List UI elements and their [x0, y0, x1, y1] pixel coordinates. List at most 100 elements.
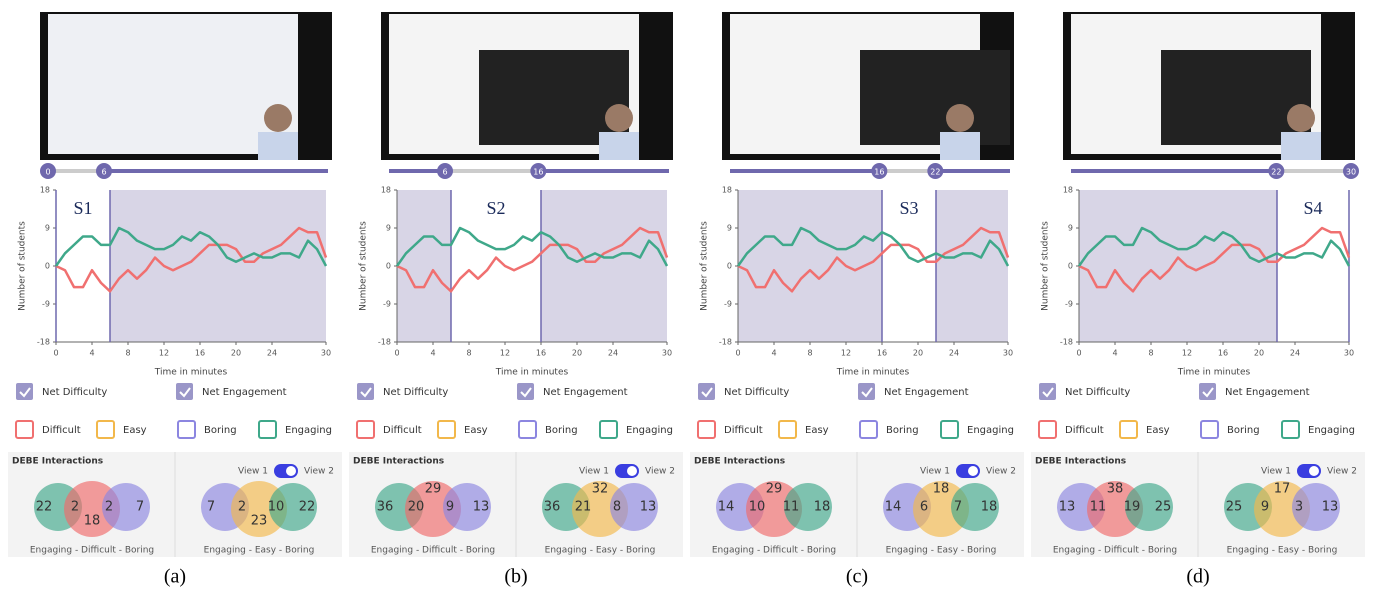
series-line	[54, 226, 328, 267]
y-tick-label: 9	[727, 224, 732, 233]
x-tick-label: 16	[1218, 349, 1228, 358]
venn-circle	[102, 483, 150, 531]
venn-number: 7	[136, 500, 144, 515]
y-axis-label: Number of students	[700, 221, 710, 311]
legend-label: Easy	[464, 425, 488, 436]
presenter-body	[599, 132, 639, 160]
checkbox[interactable]	[1039, 383, 1056, 400]
shade-right	[936, 190, 1008, 342]
venn-number: 14	[885, 500, 902, 515]
x-tick-label: 24	[608, 349, 618, 358]
slider-knob[interactable]	[927, 163, 944, 179]
venn-label: Engaging - Easy - Boring	[204, 546, 315, 556]
legend-swatch	[778, 420, 797, 439]
caption: (d)	[1186, 566, 1209, 588]
legend-label: Difficult	[42, 425, 81, 436]
toggle-label: View 1	[238, 467, 268, 477]
venn-circle	[1292, 483, 1340, 531]
legend-label: Engaging	[285, 425, 332, 436]
legend-label: Engaging	[626, 425, 673, 436]
slider-value: 6	[442, 168, 447, 177]
x-tick-label: 16	[536, 349, 546, 358]
checkbox[interactable]	[698, 383, 715, 400]
legend-swatch	[599, 420, 618, 439]
legend-swatch	[1281, 420, 1300, 439]
x-tick-label: 30	[321, 349, 331, 358]
checkbox[interactable]	[16, 383, 33, 400]
venn-number: 22	[299, 500, 316, 515]
checkbox[interactable]	[357, 383, 374, 400]
slider-knob[interactable]	[1343, 163, 1359, 179]
venn-number: 32	[592, 482, 609, 497]
venn-number: 10	[268, 500, 285, 515]
y-tick-label: -9	[42, 300, 50, 309]
segment-label: S4	[1303, 198, 1322, 218]
venn-number: 13	[1322, 500, 1339, 515]
presenter	[605, 104, 633, 132]
slider-knob[interactable]	[1268, 163, 1285, 179]
slider-knob[interactable]	[40, 163, 56, 179]
venn-number: 7	[207, 500, 215, 515]
venn-number: 14	[718, 500, 735, 515]
y-tick-label: -18	[378, 338, 391, 347]
y-tick-label: -9	[383, 300, 391, 309]
checkmark	[179, 387, 191, 398]
venn-number: 25	[1226, 500, 1243, 515]
shade-left	[1079, 190, 1277, 342]
toggle-knob	[1309, 466, 1319, 476]
venn-label: Engaging - Easy - Boring	[886, 546, 997, 556]
presenter-body	[940, 132, 980, 160]
slider-value: 6	[101, 168, 106, 177]
y-axis-label: Number of students	[18, 221, 28, 311]
venn-number: 7	[954, 500, 962, 515]
terminal	[1161, 50, 1311, 145]
y-tick-label: -18	[1060, 338, 1073, 347]
venn-number: 9	[1261, 500, 1269, 515]
venn-number: 20	[408, 500, 425, 515]
x-tick-label: 24	[267, 349, 277, 358]
x-tick-label: 30	[662, 349, 672, 358]
shade-right	[541, 190, 667, 342]
venn-number: 8	[613, 500, 621, 515]
legend-swatch	[1119, 420, 1138, 439]
slider-knob[interactable]	[871, 163, 888, 179]
checkbox[interactable]	[176, 383, 193, 400]
checkbox[interactable]	[858, 383, 875, 400]
series-line	[395, 226, 669, 267]
toggle-knob	[968, 466, 978, 476]
legend-swatch	[258, 420, 277, 439]
debe-title: DEBE Interactions	[353, 457, 444, 467]
venn-number: 18	[981, 500, 998, 515]
slider-value: 16	[874, 168, 884, 177]
legend-label: Engaging	[1308, 425, 1355, 436]
x-tick-label: 4	[1112, 349, 1117, 358]
y-tick-label: 9	[1068, 224, 1073, 233]
legend-label: Easy	[1146, 425, 1170, 436]
segment-label: S1	[73, 198, 92, 218]
segment-label: S3	[899, 198, 918, 218]
venn-number: 11	[783, 500, 800, 515]
checkbox[interactable]	[1199, 383, 1216, 400]
y-tick-label: -9	[724, 300, 732, 309]
checkmark	[520, 387, 532, 398]
y-tick-label: -18	[719, 338, 732, 347]
x-tick-label: 30	[1344, 349, 1354, 358]
y-tick-label: 0	[1068, 262, 1073, 271]
presenter	[264, 104, 292, 132]
slider-knob[interactable]	[96, 163, 112, 179]
y-tick-label: 0	[727, 262, 732, 271]
x-axis-label: Time in minutes	[154, 368, 228, 378]
y-tick-label: 18	[1063, 186, 1073, 195]
toggle-knob	[627, 466, 637, 476]
checkbox-label: Net Difficulty	[42, 387, 107, 398]
checkbox[interactable]	[517, 383, 534, 400]
slider-knob[interactable]	[437, 163, 453, 179]
venn-number: 13	[640, 500, 657, 515]
checkmark	[861, 387, 873, 398]
venn-number: 36	[377, 500, 394, 515]
series-line	[1077, 226, 1351, 267]
venn-number: 2	[105, 500, 113, 515]
slider-knob[interactable]	[530, 163, 547, 179]
series-line	[396, 226, 669, 293]
